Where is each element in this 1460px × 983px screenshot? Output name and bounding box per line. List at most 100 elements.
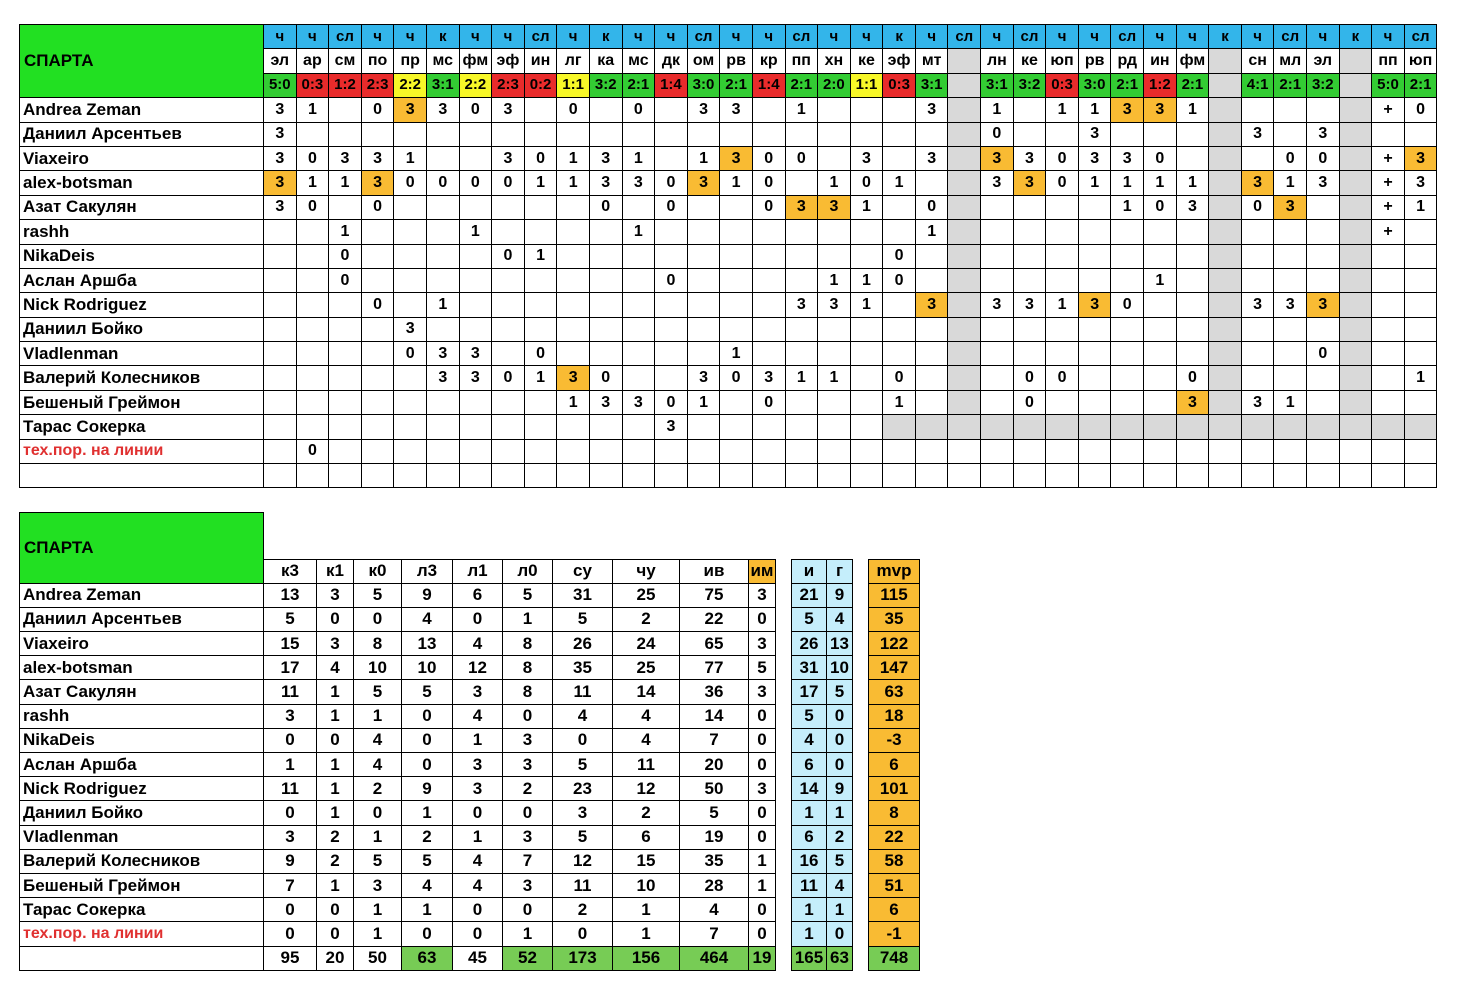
player-score-cell [491,389,525,416]
player-score-cell: 0 [980,121,1014,147]
player-score-cell: 0 [328,267,362,294]
player-score-cell: 1 [556,170,590,196]
player-score-cell [882,292,916,318]
stats-row: Аслан Аршба 1 1 4 0 3 3 5 11 20 0 6 0 6 [19,751,920,778]
stat-value: 5 [401,848,453,874]
opponent-code: рв [719,48,753,74]
player-score-cell: 3 [491,145,525,172]
player-score-cell: 1 [393,145,427,172]
player-score-cell: 3 [393,316,427,343]
stat-value: 14 [791,776,827,802]
opponent-code: ар [295,48,330,74]
match-type: сл [1012,23,1047,50]
stat-value: 3 [748,776,776,802]
player-score-cell: 3 [328,145,362,172]
player-score-cell [328,365,362,391]
opponent-code: рв [1077,48,1112,74]
stat-value: 0 [826,751,853,778]
player-score-cell [882,316,916,343]
stat-value: 4 [353,751,402,778]
player-name: тех.пор. на линии [19,438,264,465]
player-score-cell [263,292,297,318]
player-score-cell [784,121,819,147]
player-score-cell [425,145,460,172]
player-score-cell [914,121,949,147]
empty-cell [914,463,949,489]
player-score-cell [588,97,623,123]
player-score-cell [1338,170,1373,196]
match-score: 4:1 [1240,72,1275,99]
opponent-code: фм [1175,48,1210,74]
stat-value: 3 [552,800,613,826]
player-score-cell: 3 [263,121,297,147]
player-name: Азат Сакулян [19,194,264,221]
player-score-cell [1306,414,1340,440]
match-type: сл [1273,23,1307,50]
stat-value: 5 [791,606,827,633]
match-type: ч [1306,23,1340,50]
player-name: alex-botsman [19,655,264,681]
player-score-cell [980,243,1014,269]
stat-value: 0 [263,727,317,754]
player-score-cell [556,292,590,318]
player-score-cell: 1 [719,170,753,196]
player-score-cell [360,316,395,343]
player-score-cell [1110,267,1145,294]
stat-value: 1 [791,800,827,826]
player-score-cell [393,121,427,147]
player-score-cell [1175,121,1210,147]
stat-value: 4 [826,606,853,633]
empty-cell [719,463,753,489]
score-row: 5:0 0:3 1:2 2:3 2:2 3:1 2:2 2:3 0:2 1:1 3:2 2:1 1:4 3… [20,72,1438,99]
player-score-cell [1371,292,1405,318]
player-score-cell: 0 [621,97,656,123]
player-score-cell [751,219,786,245]
match-score: 1:2 [328,72,362,99]
stat-value: 35 [679,848,749,874]
stat-value: 20 [679,751,749,778]
player-score-cell: 3 [1273,194,1307,221]
stats-row: Viaxeiro 15 3 8 13 4 8 26 24 65 3 26 13 122 [19,631,920,657]
player-score-cell: 0 [914,194,949,221]
player-score-cell: 1 [1110,170,1145,196]
stat-value: 1 [353,897,402,923]
stat-value: 28 [679,872,749,899]
player-score-cell [719,267,753,294]
player-score-cell [1012,267,1047,294]
player-score-cell: 3 [263,145,297,172]
stat-value: 3 [748,631,776,657]
totals-label-cell [19,945,264,971]
player-score-cell [784,414,819,440]
player-score-cell: 1 [1175,97,1210,123]
player-score-cell [393,389,427,416]
player-score-cell [1143,341,1177,367]
player-score-cell [1143,365,1177,391]
player-score-cell [1338,145,1373,172]
match-score: 1:2 [1143,72,1177,99]
stat-value: 0 [826,921,853,947]
spacer-cell [775,583,792,608]
match-score [1208,72,1242,99]
player-score-cell [588,438,623,465]
player-score-cell [751,341,786,367]
stat-value: 8 [353,631,402,657]
opponent-code: ка [588,48,623,74]
stat-value: 0 [263,897,317,923]
player-score-cell [556,121,590,147]
player-score-cell: 0 [328,243,362,269]
stat-value: 5 [353,848,402,874]
spacer-cell [775,873,792,898]
match-score: 0:3 [295,72,330,99]
team-title: СПАРТА [19,23,264,99]
player-score-cell [1077,219,1112,245]
match-type: ч [360,23,395,50]
match-score: 2:2 [393,72,427,99]
player-score-cell [849,243,884,269]
player-score-cell [621,365,656,391]
player-score-cell: 0 [360,194,395,221]
opponent-code: ке [849,48,884,74]
player-score-cell: 1 [295,97,330,123]
stat-value: 21 [791,582,827,608]
player-score-cell: 0 [1045,145,1079,172]
opponent-code: по [360,48,395,74]
